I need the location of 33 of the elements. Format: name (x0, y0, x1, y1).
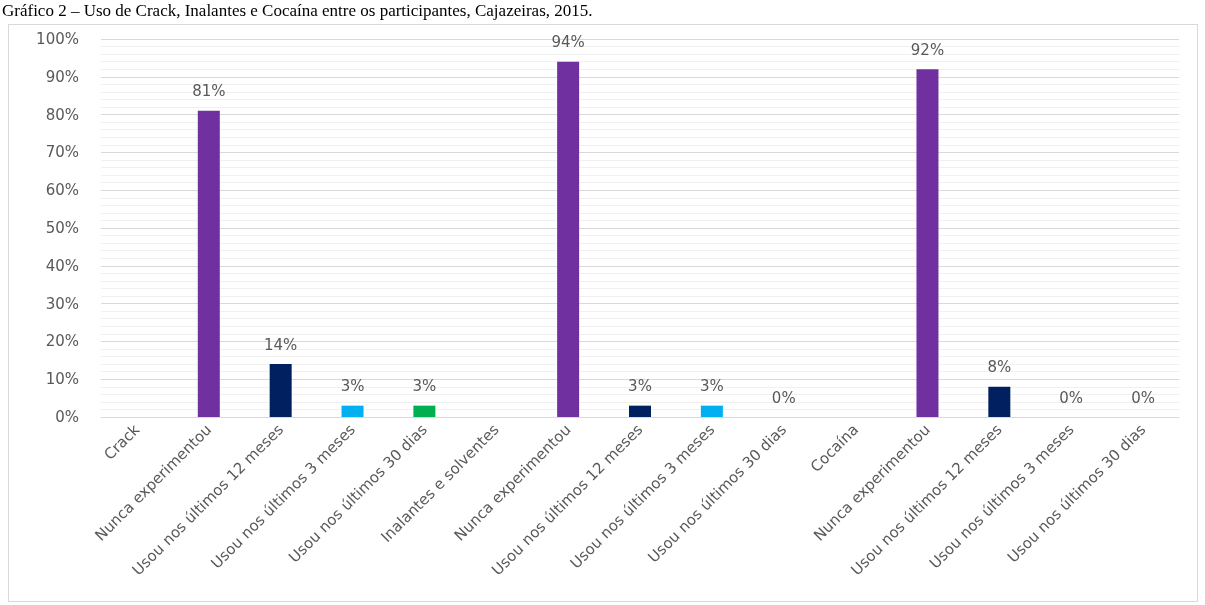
y-tick-label: 10% (45, 370, 79, 389)
y-tick-label: 20% (45, 332, 79, 351)
bar (700, 405, 723, 417)
y-tick-label: 30% (45, 294, 79, 313)
y-tick-label: 60% (45, 181, 79, 200)
bar (916, 69, 939, 417)
y-tick-label: 80% (45, 105, 79, 124)
y-tick-label: 100% (36, 30, 79, 48)
data-label: 0% (1059, 388, 1084, 407)
bar (557, 61, 580, 417)
y-tick-label: 50% (45, 219, 79, 237)
bar (413, 405, 436, 417)
bar (269, 364, 292, 417)
data-label: 3% (412, 377, 437, 396)
data-label: 81% (192, 82, 226, 101)
data-label: 14% (263, 335, 298, 354)
data-label: 8% (987, 358, 1012, 377)
data-label: 3% (699, 377, 724, 396)
chart-title: Gráfico 2 – Uso de Crack, Inalantes e Cocaína entre os participantes, Cajazeiras, 2015. (1, 1, 594, 21)
y-tick-label: 90% (45, 67, 79, 86)
bar (629, 405, 651, 417)
y-tick-label: 70% (45, 143, 79, 162)
y-tick-label: 40% (45, 256, 79, 275)
data-label: 92% (910, 40, 945, 59)
data-label: 0% (771, 388, 796, 407)
data-label: 0% (1131, 388, 1155, 407)
bar (341, 405, 364, 417)
data-label: 3% (340, 377, 365, 396)
data-label: 3% (628, 377, 652, 396)
bar (988, 386, 1011, 417)
data-label: 94% (551, 33, 585, 52)
bar (197, 110, 220, 417)
y-tick-label: 0% (55, 408, 79, 426)
